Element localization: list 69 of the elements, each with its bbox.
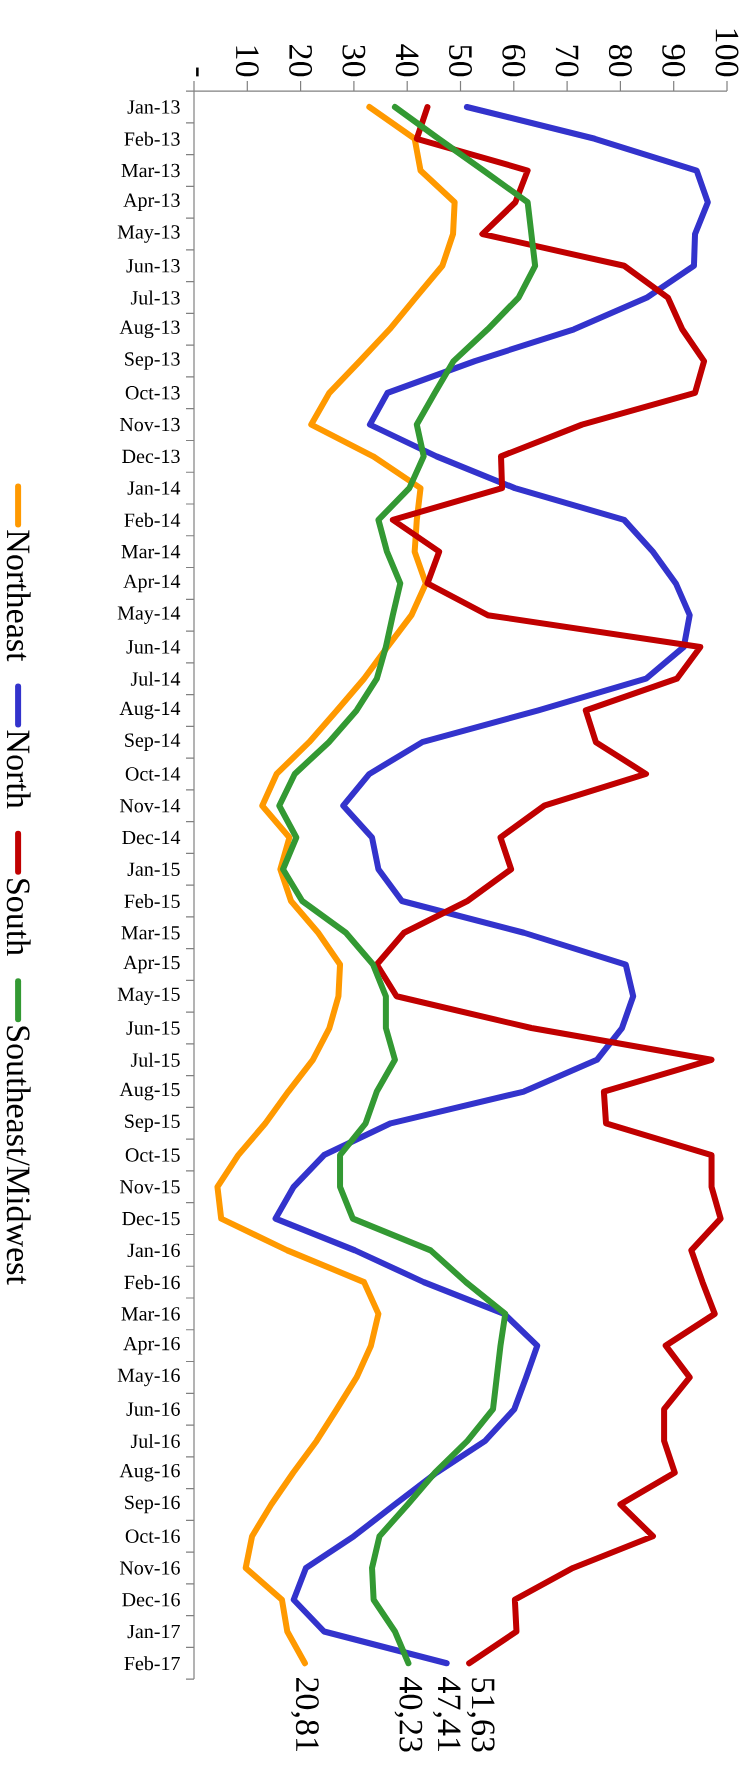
legend-label: Northeast [6,530,31,662]
y-tick-label: May-16 [117,1368,180,1387]
data-label: 20,81 [290,1677,319,1751]
y-tick-label: Feb-13 [124,131,180,146]
y-tick-label: May-14 [117,606,181,624]
y-tick-label: Jul-13 [130,290,180,305]
x-tick-label: - [196,67,199,77]
y-tick-label: Apr-14 [123,574,181,593]
y-tick-label: Oct-15 [125,1148,180,1162]
x-tick-label: 40 [395,44,419,77]
y-tick-label: Oct-14 [125,767,181,781]
data-label: 47,41 [432,1677,461,1751]
y-tick-label: Aug-13 [119,320,180,339]
x-tick-label: 60 [502,45,526,77]
y-tick-label: May-15 [117,987,180,1006]
x-tick-label: 80 [608,44,632,77]
y-tick-label: Apr-16 [123,1336,180,1355]
y-tick-label: Jan-15 [127,862,180,876]
y-tick-label: Jan-13 [127,100,180,114]
x-tick-label: 20 [289,45,313,77]
y-tick-label: Dec-13 [122,449,180,464]
y-tick-label: Dec-14 [122,830,181,845]
legend-label: South [6,879,31,956]
y-tick-label: Jan-17 [127,1624,180,1639]
y-tick-label: Mar-14 [121,544,181,559]
x-tick-label: 70 [555,45,579,77]
y-tick-label: Nov-13 [119,417,180,432]
y-tick-label: Jun-16 [126,1402,180,1416]
y-tick-label: Aug-15 [119,1082,180,1101]
y-tick-label: Apr-13 [123,193,180,212]
y-tick-label: Feb-14 [124,512,181,527]
y-tick-label: Mar-15 [121,926,180,940]
y-tick-label: Mar-13 [121,163,180,178]
x-tick-label: 50 [449,45,472,77]
y-tick-label: Sep-14 [125,733,181,751]
x-tick-label: 90 [662,44,686,77]
y-tick-label: Jun-15 [126,1021,180,1035]
y-tick-label: Feb-15 [124,893,180,909]
y-tick-label: Jun-14 [126,640,181,654]
y-tick-label: Mar-16 [121,1307,180,1321]
y-tick-label: Jun-13 [126,259,180,273]
y-tick-label: Jul-14 [130,671,181,686]
y-tick-label: Jul-15 [130,1052,180,1067]
data-label: 51,63 [466,1678,495,1752]
legend-label: Southeast/Midwest [6,1026,31,1285]
y-tick-label: Jan-16 [127,1243,180,1258]
y-tick-label: Nov-16 [119,1561,180,1575]
y-tick-label: Feb-16 [124,1275,180,1290]
y-tick-label: Oct-16 [125,1529,180,1543]
y-tick-label: Dec-15 [122,1211,180,1226]
y-tick-label: Sep-13 [125,352,180,370]
y-tick-label: Aug-14 [119,701,181,720]
x-tick-label: 100 [715,29,739,77]
y-tick-label: Aug-16 [119,1463,180,1482]
y-tick-label: Nov-14 [119,799,181,813]
y-tick-label: Jul-16 [130,1433,180,1448]
y-tick-label: May-13 [117,225,180,243]
y-tick-label: Feb-17 [124,1656,180,1671]
y-tick-label: Sep-16 [125,1495,180,1514]
y-tick-label: Oct-13 [125,386,180,400]
legend-label: North [6,730,31,809]
data-label: 40,23 [394,1677,423,1752]
y-tick-label: Nov-15 [119,1180,180,1194]
x-tick-label: 30 [342,45,366,77]
y-tick-label: Apr-15 [123,955,180,974]
y-tick-label: Dec-16 [122,1592,180,1607]
y-tick-label: Sep-15 [125,1114,180,1133]
y-tick-label: Jan-14 [127,481,181,495]
x-tick-label: 10 [235,46,259,77]
